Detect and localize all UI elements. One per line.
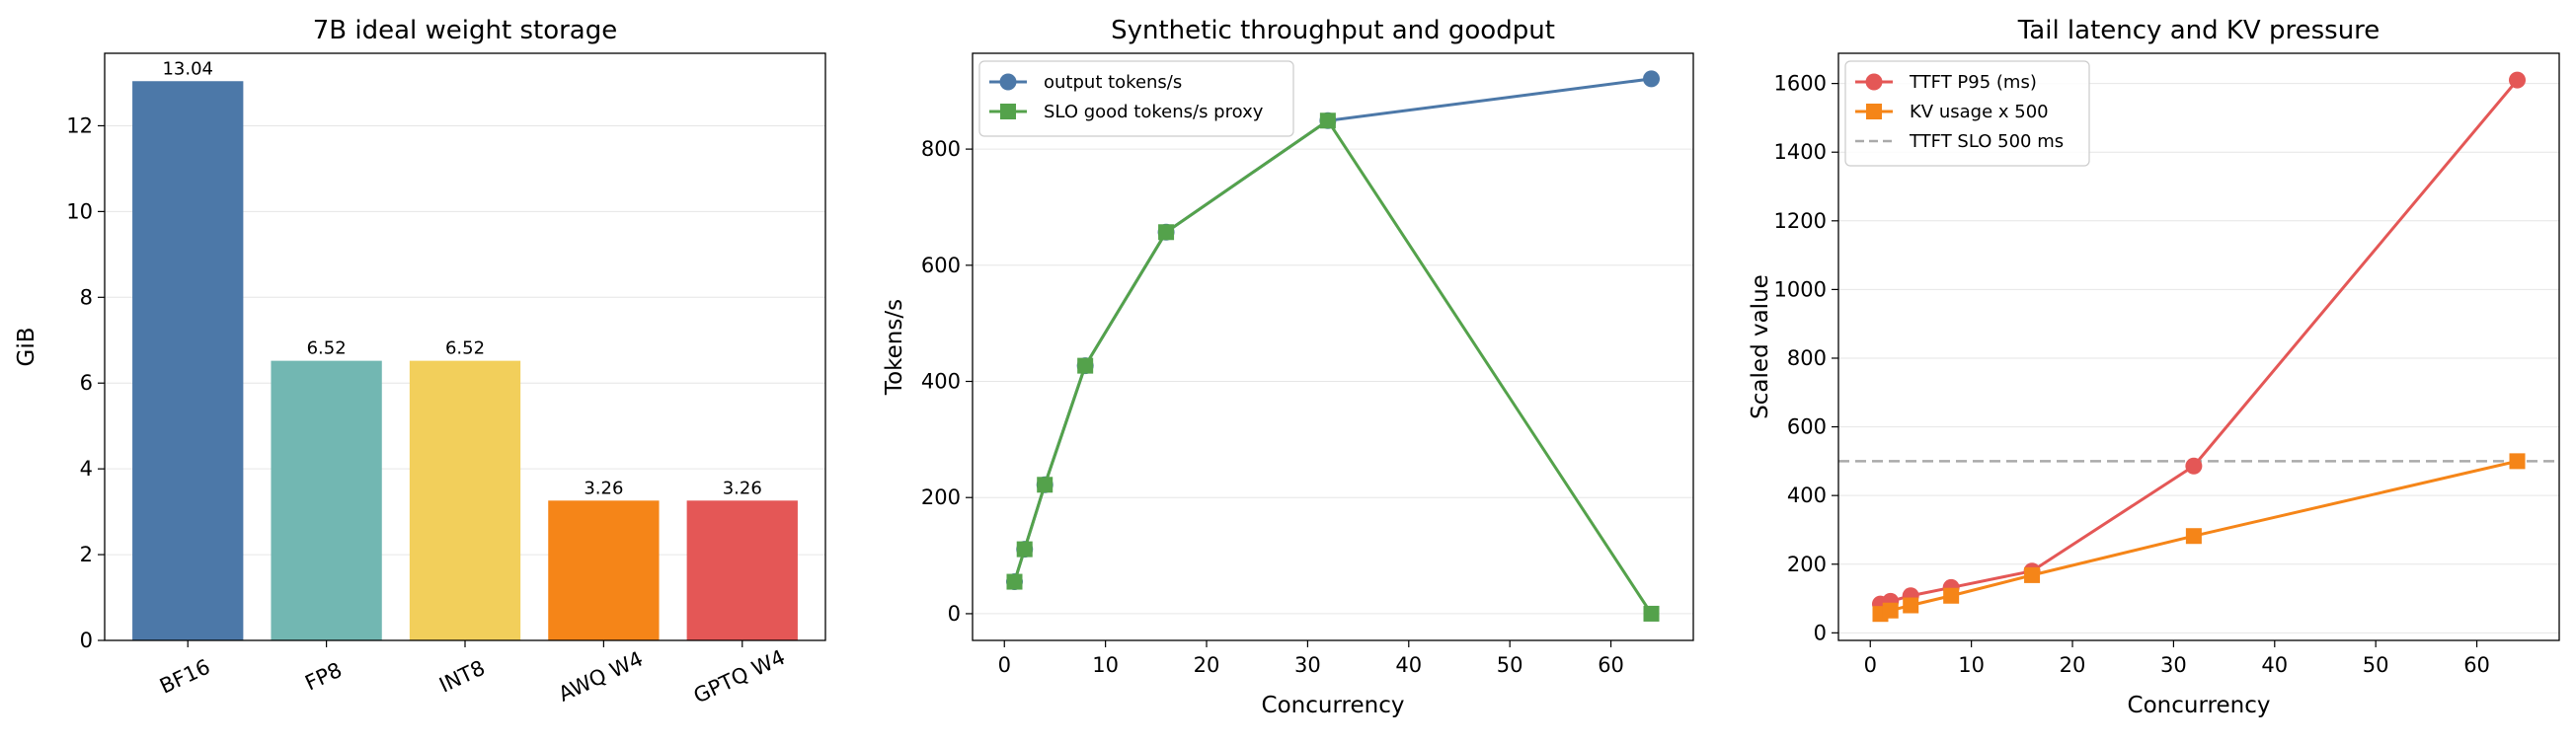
y-tick-label: 600 — [921, 254, 961, 277]
legend-marker — [1000, 104, 1016, 119]
series-line-1 — [1013, 77, 1652, 583]
data-point — [1943, 587, 1960, 604]
x-tick-label: FP8 — [301, 658, 346, 696]
plot-frame — [104, 52, 826, 641]
y-tick-label: 400 — [921, 370, 961, 394]
x-axis-label: Concurrency — [2128, 693, 2271, 718]
x-tick-label: 20 — [2060, 653, 2086, 677]
legend-label: output tokens/s — [1044, 72, 1182, 93]
y-tick-label: 10 — [66, 199, 93, 223]
data-point — [1882, 602, 1899, 619]
x-tick-label: BF16 — [156, 655, 213, 699]
legend-label: TTFT P95 (ms) — [1909, 72, 2037, 93]
y-tick-label: 1600 — [1774, 72, 1827, 96]
bar — [409, 360, 521, 640]
plot-frame — [1837, 52, 2560, 641]
bar-value-label: 3.26 — [584, 478, 623, 498]
x-tick-label: 50 — [1497, 653, 1523, 677]
y-tick-label: 0 — [948, 602, 961, 626]
data-point — [2509, 453, 2526, 470]
bar-value-label: 6.52 — [307, 338, 347, 359]
x-tick-label: 40 — [1395, 653, 1422, 677]
plot-frame — [972, 52, 1694, 641]
data-point — [2024, 566, 2041, 583]
x-tick-label: 60 — [1598, 653, 1624, 677]
bar — [686, 500, 798, 640]
legend-box — [978, 60, 1294, 137]
data-point — [1643, 70, 1661, 88]
y-tick-label: 2 — [80, 543, 93, 566]
x-tick-label: GPTQ W4 — [690, 645, 789, 708]
y-axis-label: Scaled value — [1748, 274, 1773, 419]
data-point — [1319, 112, 1336, 129]
legend: TTFT P95 (ms) KV usage x 500 TTFT SLO 500 … — [1844, 60, 2090, 167]
throughput-line-chart: 0 200 400 600 800 0 10 20 30 40 50 60 Synthetic thro… — [882, 16, 1694, 718]
chart-title: Tail latency and KV pressure — [2017, 16, 2381, 45]
x-tick-label: 40 — [2261, 653, 2288, 677]
y-tick-label: 0 — [1814, 621, 1827, 644]
data-point — [2185, 528, 2202, 545]
data-point — [1903, 597, 1919, 614]
y-axis-label: GiB — [14, 328, 39, 367]
y-tick-label: 1400 — [1774, 140, 1827, 164]
y-tick-label: 200 — [921, 485, 961, 509]
x-tick-label: 10 — [1092, 653, 1119, 677]
y-tick-label: 8 — [80, 285, 93, 309]
chart-title: Synthetic throughput and goodput — [1111, 16, 1555, 45]
x-tick-label: 10 — [1958, 653, 1985, 677]
chart-title: 7B ideal weight storage — [313, 16, 617, 45]
y-tick-label: 200 — [1787, 553, 1827, 576]
bar — [271, 360, 382, 640]
x-tick-label: 60 — [2463, 653, 2490, 677]
data-point — [1037, 477, 1054, 493]
bar — [548, 500, 660, 640]
data-point — [1006, 573, 1023, 590]
latency-kv-line-chart: 0 200 400 600 800 1000 1200 1400 1600 0 10 20 30 40 50… — [1748, 16, 2560, 718]
bar-value-label: 6.52 — [445, 338, 485, 359]
storage-bar-chart: 0 2 4 6 8 10 12 13.04 BF16 6.52 FP8 6.52 INT8 3.26 AWQ… — [14, 16, 826, 708]
data-point — [1158, 224, 1175, 241]
x-tick-label: 30 — [1294, 653, 1321, 677]
y-tick-label: 800 — [921, 137, 961, 161]
legend-label: KV usage x 500 — [1910, 102, 2049, 122]
x-tick-label: INT8 — [435, 656, 489, 698]
legend-label: TTFT SLO 500 ms — [1909, 131, 2064, 152]
y-tick-label: 6 — [80, 371, 93, 395]
x-tick-label: 50 — [2363, 653, 2389, 677]
y-tick-label: 1000 — [1774, 277, 1827, 301]
x-tick-label: 20 — [1194, 653, 1220, 677]
y-tick-label: 12 — [66, 113, 93, 137]
legend-box — [1844, 60, 2090, 167]
legend-label: SLO good tokens/s proxy — [1044, 102, 1264, 122]
legend-marker — [1865, 73, 1883, 91]
x-tick-label: AWQ W4 — [555, 646, 647, 706]
data-point — [1016, 541, 1033, 558]
y-tick-label: 4 — [80, 457, 93, 481]
legend-marker — [1866, 104, 1882, 119]
x-tick-label: 0 — [1864, 653, 1877, 677]
data-point — [1643, 605, 1660, 622]
data-point — [2185, 457, 2203, 475]
x-axis-label: Concurrency — [1262, 693, 1405, 718]
x-tick-label: 30 — [2160, 653, 2187, 677]
y-tick-label: 600 — [1787, 415, 1827, 439]
legend: output tokens/s SLO good tokens/s proxy — [978, 60, 1294, 137]
y-axis-label: Tokens/s — [882, 299, 907, 396]
series-line-2 — [1013, 118, 1653, 615]
y-tick-label: 400 — [1787, 484, 1827, 507]
data-point — [2509, 71, 2527, 89]
x-tick-label: 0 — [998, 653, 1011, 677]
bar — [132, 81, 244, 640]
legend-marker — [999, 73, 1017, 91]
y-tick-label: 0 — [80, 629, 93, 652]
data-point — [1077, 357, 1094, 374]
bar-value-label: 13.04 — [162, 58, 213, 79]
y-tick-label: 800 — [1787, 346, 1827, 370]
bar-value-label: 3.26 — [723, 478, 762, 498]
y-tick-label: 1200 — [1774, 209, 1827, 233]
